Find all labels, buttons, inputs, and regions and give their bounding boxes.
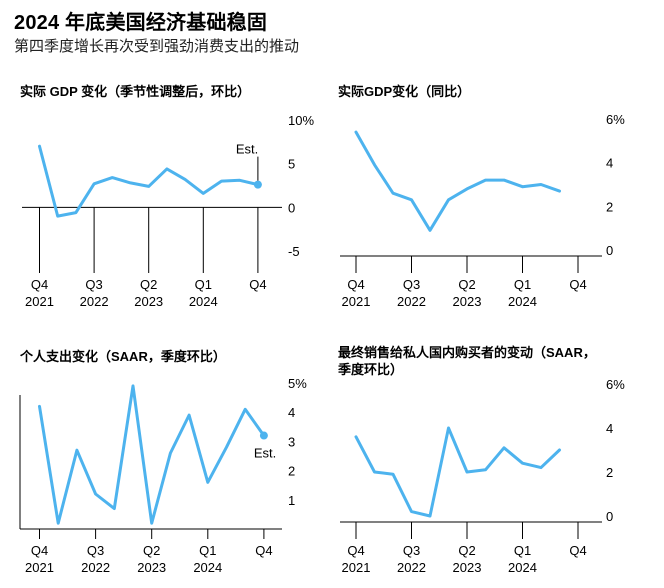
x-tick-label-year: 2023 <box>453 294 482 309</box>
estimate-dot <box>259 431 268 440</box>
estimate-label: Est. <box>254 446 276 461</box>
x-tick-label-quarter: Q4 <box>347 277 364 292</box>
page-subtitle: 第四季度增长再次受到强劲消费支出的推动 <box>14 38 300 55</box>
y-tick-label: 2 <box>606 199 613 214</box>
chart-title-final-sales-line-1: 最终销售给私人国内购买者的变动（SAAR， <box>338 345 596 360</box>
estimate-dot <box>253 180 262 189</box>
y-tick-label: 0 <box>606 243 613 258</box>
x-tick-label-year: 2024 <box>508 294 537 309</box>
series-line <box>38 144 260 218</box>
x-tick-label-quarter: Q3 <box>87 543 104 558</box>
chart-title-final-sales-line-2: 季度环比） <box>338 362 404 377</box>
x-tick-label-quarter: Q3 <box>403 277 420 292</box>
x-tick-label-quarter: Q4 <box>249 277 266 292</box>
x-tick-label-year: 2024 <box>193 560 222 575</box>
page-title: 2024 年底美国经济基础稳固 <box>14 12 268 34</box>
y-tick-label: 4 <box>606 156 613 171</box>
x-tick-label-quarter: Q4 <box>31 543 48 558</box>
x-tick-label-year: 2022 <box>397 560 426 575</box>
chart-title-real-gdp-yoy: 实际GDP变化（同比） <box>338 84 471 99</box>
y-tick-label: -5 <box>288 244 300 259</box>
x-tick-label-quarter: Q2 <box>140 277 157 292</box>
y-tick-label: 0 <box>606 509 613 524</box>
x-tick-label-year: 2022 <box>397 294 426 309</box>
x-tick-label-year: 2021 <box>342 560 371 575</box>
chart-title-final-sales: 最终销售给私人国内购买者的变动（SAAR， 季度环比） <box>338 344 596 378</box>
x-tick-label-quarter: Q2 <box>458 277 475 292</box>
y-tick-label: 0 <box>288 200 295 215</box>
x-tick-label-quarter: Q1 <box>514 277 531 292</box>
x-tick-label-quarter: Q3 <box>85 277 102 292</box>
x-tick-label-year: 2021 <box>25 294 54 309</box>
y-tick-label: 6% <box>606 377 625 392</box>
y-tick-label: 10% <box>288 113 314 128</box>
x-tick-label-quarter: Q4 <box>347 543 364 558</box>
x-tick-label-year: 2023 <box>137 560 166 575</box>
x-tick-label-year: 2024 <box>508 560 537 575</box>
series-line <box>38 384 266 525</box>
x-tick-label-quarter: Q4 <box>31 277 48 292</box>
x-tick-label-quarter: Q4 <box>569 277 586 292</box>
x-tick-label-quarter: Q1 <box>199 543 216 558</box>
x-tick-label-quarter: Q1 <box>195 277 212 292</box>
estimate-label: Est. <box>236 142 258 157</box>
y-tick-label: 5% <box>288 376 307 391</box>
x-tick-label-year: 2022 <box>80 294 109 309</box>
y-tick-label: 2 <box>606 465 613 480</box>
y-tick-label: 3 <box>288 434 295 449</box>
chart-title-personal-spending: 个人支出变化（SAAR，季度环比） <box>20 349 226 364</box>
x-tick-label-quarter: Q2 <box>458 543 475 558</box>
x-tick-label-quarter: Q4 <box>569 543 586 558</box>
x-tick-label-year: 2022 <box>81 560 110 575</box>
x-tick-label-quarter: Q1 <box>514 543 531 558</box>
x-tick-label-year: 2021 <box>25 560 54 575</box>
x-tick-label-year: 2023 <box>453 560 482 575</box>
series-line <box>354 426 561 518</box>
y-tick-label: 2 <box>288 464 295 479</box>
x-tick-label-year: 2023 <box>134 294 163 309</box>
chart-title-real-gdp-qoq: 实际 GDP 变化（季节性调整后，环比） <box>20 84 251 99</box>
x-tick-label-quarter: Q3 <box>403 543 420 558</box>
x-tick-label-quarter: Q4 <box>255 543 272 558</box>
x-tick-label-year: 2024 <box>189 294 218 309</box>
y-tick-label: 4 <box>606 421 613 436</box>
series-line <box>354 130 561 232</box>
y-tick-label: 1 <box>288 493 295 508</box>
x-tick-label-year: 2021 <box>342 294 371 309</box>
x-tick-label-quarter: Q2 <box>143 543 160 558</box>
y-tick-label: 4 <box>288 405 295 420</box>
y-tick-label: 6% <box>606 112 625 127</box>
y-tick-label: 5 <box>288 157 295 172</box>
